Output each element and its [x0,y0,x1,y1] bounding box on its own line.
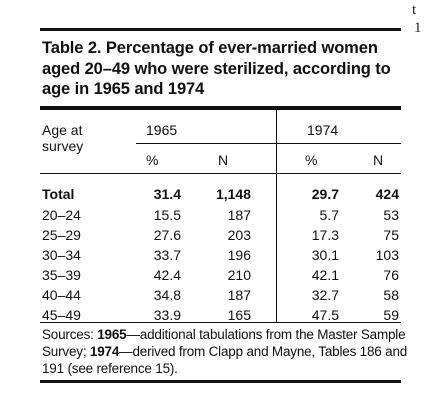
sources-year-1974: 1974 [89,344,120,359]
age-cell: 20–24 [42,207,81,223]
pct-1965-cell: 34.8 [153,287,181,303]
table-title: Table 2. Percentage of ever-married wome… [42,39,391,98]
top-rule [40,28,401,31]
age-cell: 30–34 [42,247,81,263]
age-cell: Total [42,186,75,202]
pct-1965-cell: 33.9 [153,307,181,323]
sources-note: Sources: 1965—additional tabulations fro… [42,326,408,377]
column-header-rule [40,173,401,174]
sources-text-1974: —derived from Clapp and Mayne, Tables 18… [42,344,408,376]
pct-1974-cell: 5.7 [319,207,339,223]
footer-rule [40,322,401,323]
year-divider [276,110,277,322]
n-1974-cell: 59 [383,307,399,323]
age-header-line1: Age at [42,122,83,138]
n-1965-cell: 187 [227,287,251,303]
bottom-rule [40,380,401,383]
age-cell: 40–44 [42,287,81,303]
n-1974-cell: 76 [383,267,399,283]
pct-1965-cell: 33.7 [153,247,181,263]
sources-text-1965: —additional tabulations from the Master … [42,327,406,359]
age-cell: 45–49 [42,307,81,323]
n-1974-cell: 53 [383,207,399,223]
n-1974-cell: 424 [375,186,399,202]
stray-letter-1: 1 [414,20,422,36]
table-row: 20–24 15.5 187 5.7 53 [0,207,427,227]
table-row: 30–34 33.7 196 30.1 103 [0,247,427,267]
sources-label: Sources: [42,327,98,342]
table-row: Total 31.4 1,148 29.7 424 [0,186,427,206]
pct-1974-cell: 47.5 [311,307,339,323]
title-rule [40,106,401,110]
pct-1965-cell: 31.4 [153,186,181,202]
pct-1974-header: % [305,152,318,168]
sources-year-1965: 1965 [97,327,127,342]
table-row: 40–44 34.8 187 32.7 58 [0,287,427,307]
pct-1965-cell: 15.5 [153,207,181,223]
pct-1974-cell: 30.1 [311,247,339,263]
table-row: 25–29 27.6 203 17.3 75 [0,227,427,247]
n-1974-cell: 58 [383,287,399,303]
n-1965-cell: 165 [227,307,251,323]
age-cell: 25–29 [42,227,81,243]
table-row: 35–39 42.4 210 42.1 76 [0,267,427,287]
pct-1965-cell: 27.6 [153,227,181,243]
pct-1974-cell: 32.7 [311,287,339,303]
n-1965-cell: 203 [227,227,251,243]
n-1974-cell: 103 [375,247,399,263]
age-cell: 35–39 [42,267,81,283]
n-1965-header: N [218,152,229,168]
n-1974-cell: 75 [383,227,399,243]
age-column-header: Age at survey [42,122,83,154]
pct-1965-cell: 42.4 [153,267,181,283]
n-1974-header: N [373,152,384,168]
year-1965-header: 1965 [146,122,178,138]
pct-1974-cell: 17.3 [311,227,339,243]
pct-1974-cell: 42.1 [311,267,339,283]
pct-1965-header: % [146,152,159,168]
n-1965-cell: 210 [227,267,251,283]
n-1965-cell: 196 [227,247,251,263]
stray-letter-t: t [412,2,417,18]
table-row: 45–49 33.9 165 47.5 59 [0,307,427,327]
year-1974-header: 1974 [307,122,339,138]
subheader-rule [136,143,401,144]
n-1965-cell: 187 [227,207,251,223]
n-1965-cell: 1,148 [215,186,251,202]
pct-1974-cell: 29.7 [311,186,339,202]
age-header-line2: survey [42,138,84,154]
